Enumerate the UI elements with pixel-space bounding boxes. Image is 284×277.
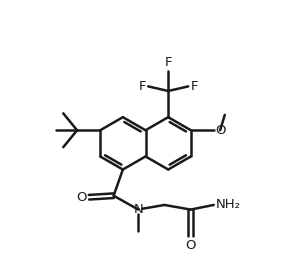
Text: O: O	[185, 239, 196, 252]
Text: O: O	[76, 191, 87, 204]
Text: O: O	[216, 124, 226, 137]
Text: F: F	[191, 80, 198, 93]
Text: F: F	[164, 56, 172, 69]
Text: NH₂: NH₂	[216, 198, 241, 211]
Text: N: N	[133, 203, 143, 216]
Text: F: F	[138, 80, 146, 93]
